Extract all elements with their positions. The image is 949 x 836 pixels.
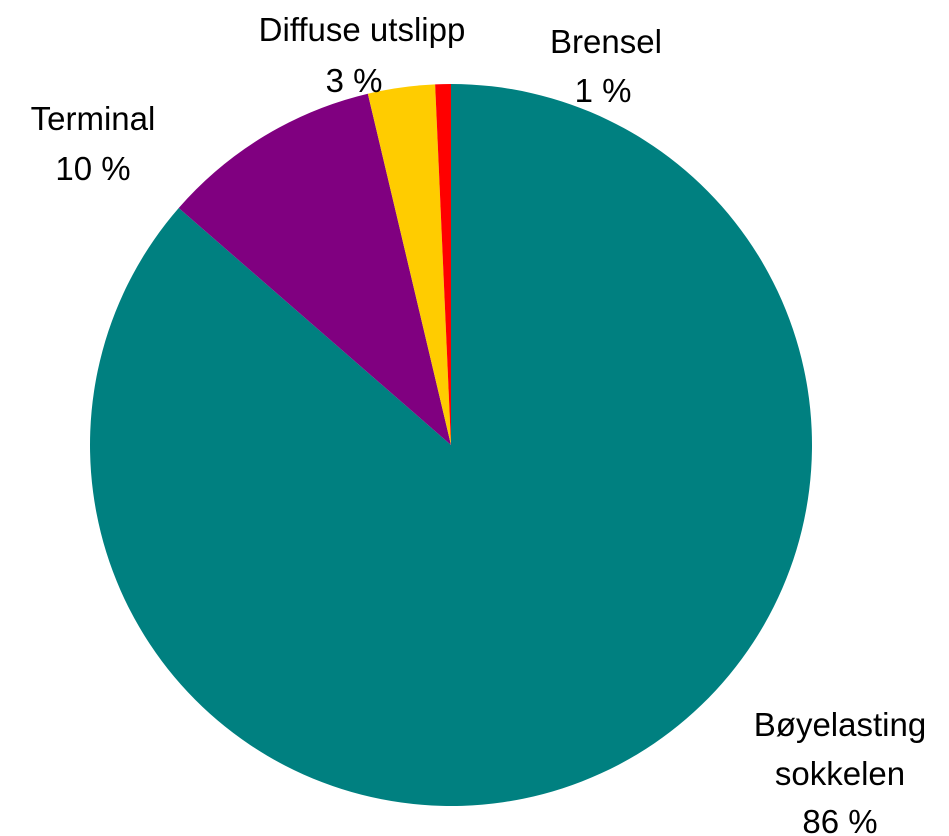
slice-label-line: sokkelen — [775, 755, 905, 792]
pie-slices — [90, 84, 813, 806]
slice-percent-label: 1 % — [575, 72, 632, 109]
slice-label-brensel: Brensel 1 % — [550, 23, 662, 109]
slice-label-terminal: Terminal 10 % — [31, 100, 156, 187]
slice-percent-label: 10 % — [55, 150, 130, 187]
slice-label-line: Terminal — [31, 100, 156, 137]
slice-percent-label: 3 % — [326, 62, 383, 99]
pie-slice-0 — [90, 84, 813, 806]
slice-label-line: Bøyelasting — [754, 706, 926, 743]
slice-label-line: Brensel — [550, 23, 662, 60]
slice-label-boyelasting: Bøyelasting sokkelen 86 % — [754, 706, 926, 836]
pie-labels: Bøyelasting sokkelen 86 % Terminal 10 % … — [31, 11, 927, 836]
slice-label-diffuse: Diffuse utslipp 3 % — [259, 11, 466, 99]
slice-percent-label: 86 % — [802, 803, 877, 836]
pie-slice-2 — [367, 84, 451, 445]
pie-slice-3 — [435, 84, 451, 445]
pie-slice-1 — [178, 93, 451, 446]
slice-label-line: Diffuse utslipp — [259, 11, 466, 48]
